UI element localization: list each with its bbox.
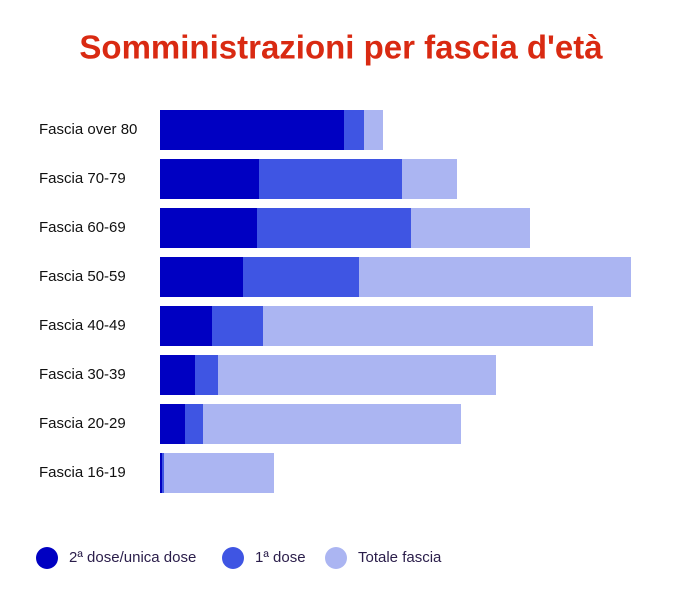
bar-segment xyxy=(344,110,364,150)
bar-segment xyxy=(212,306,263,346)
bar-segment xyxy=(364,110,383,150)
category-label: Fascia 50-59 xyxy=(39,268,126,285)
category-label: Fascia 40-49 xyxy=(39,317,126,334)
bar-segment xyxy=(263,306,593,346)
bar-segment xyxy=(160,110,344,150)
bar-segment xyxy=(160,208,257,248)
bar-segment xyxy=(160,453,162,493)
category-label: Fascia 70-79 xyxy=(39,170,126,187)
bar-segment xyxy=(160,306,212,346)
bar-segment xyxy=(162,453,164,493)
bar-segment xyxy=(359,257,631,297)
bar-segment xyxy=(257,208,411,248)
category-label: Fascia 60-69 xyxy=(39,219,126,236)
bar-segment xyxy=(164,453,274,493)
bar-segment xyxy=(203,404,461,444)
bar-segment xyxy=(160,257,243,297)
legend-label: 2ª dose/unica dose xyxy=(69,549,196,566)
category-label: Fascia 16-19 xyxy=(39,464,126,481)
bar-segment xyxy=(218,355,496,395)
category-label: Fascia 30-39 xyxy=(39,366,126,383)
bar-segment xyxy=(160,404,185,444)
category-label: Fascia 20-29 xyxy=(39,415,126,432)
category-label: Fascia over 80 xyxy=(39,121,137,138)
legend-swatch xyxy=(325,547,347,569)
bar-segment xyxy=(185,404,203,444)
bar-segment xyxy=(402,159,457,199)
legend-label: 1ª dose xyxy=(255,549,306,566)
legend-swatch xyxy=(36,547,58,569)
legend-swatch xyxy=(222,547,244,569)
bar-segment xyxy=(160,159,259,199)
chart-title: Somministrazioni per fascia d'età xyxy=(79,29,603,66)
bar-segment xyxy=(160,355,195,395)
bar-segment xyxy=(243,257,359,297)
legend-label: Totale fascia xyxy=(358,549,442,566)
bar-segment xyxy=(411,208,530,248)
bar-segment xyxy=(195,355,218,395)
bar-segment xyxy=(259,159,402,199)
